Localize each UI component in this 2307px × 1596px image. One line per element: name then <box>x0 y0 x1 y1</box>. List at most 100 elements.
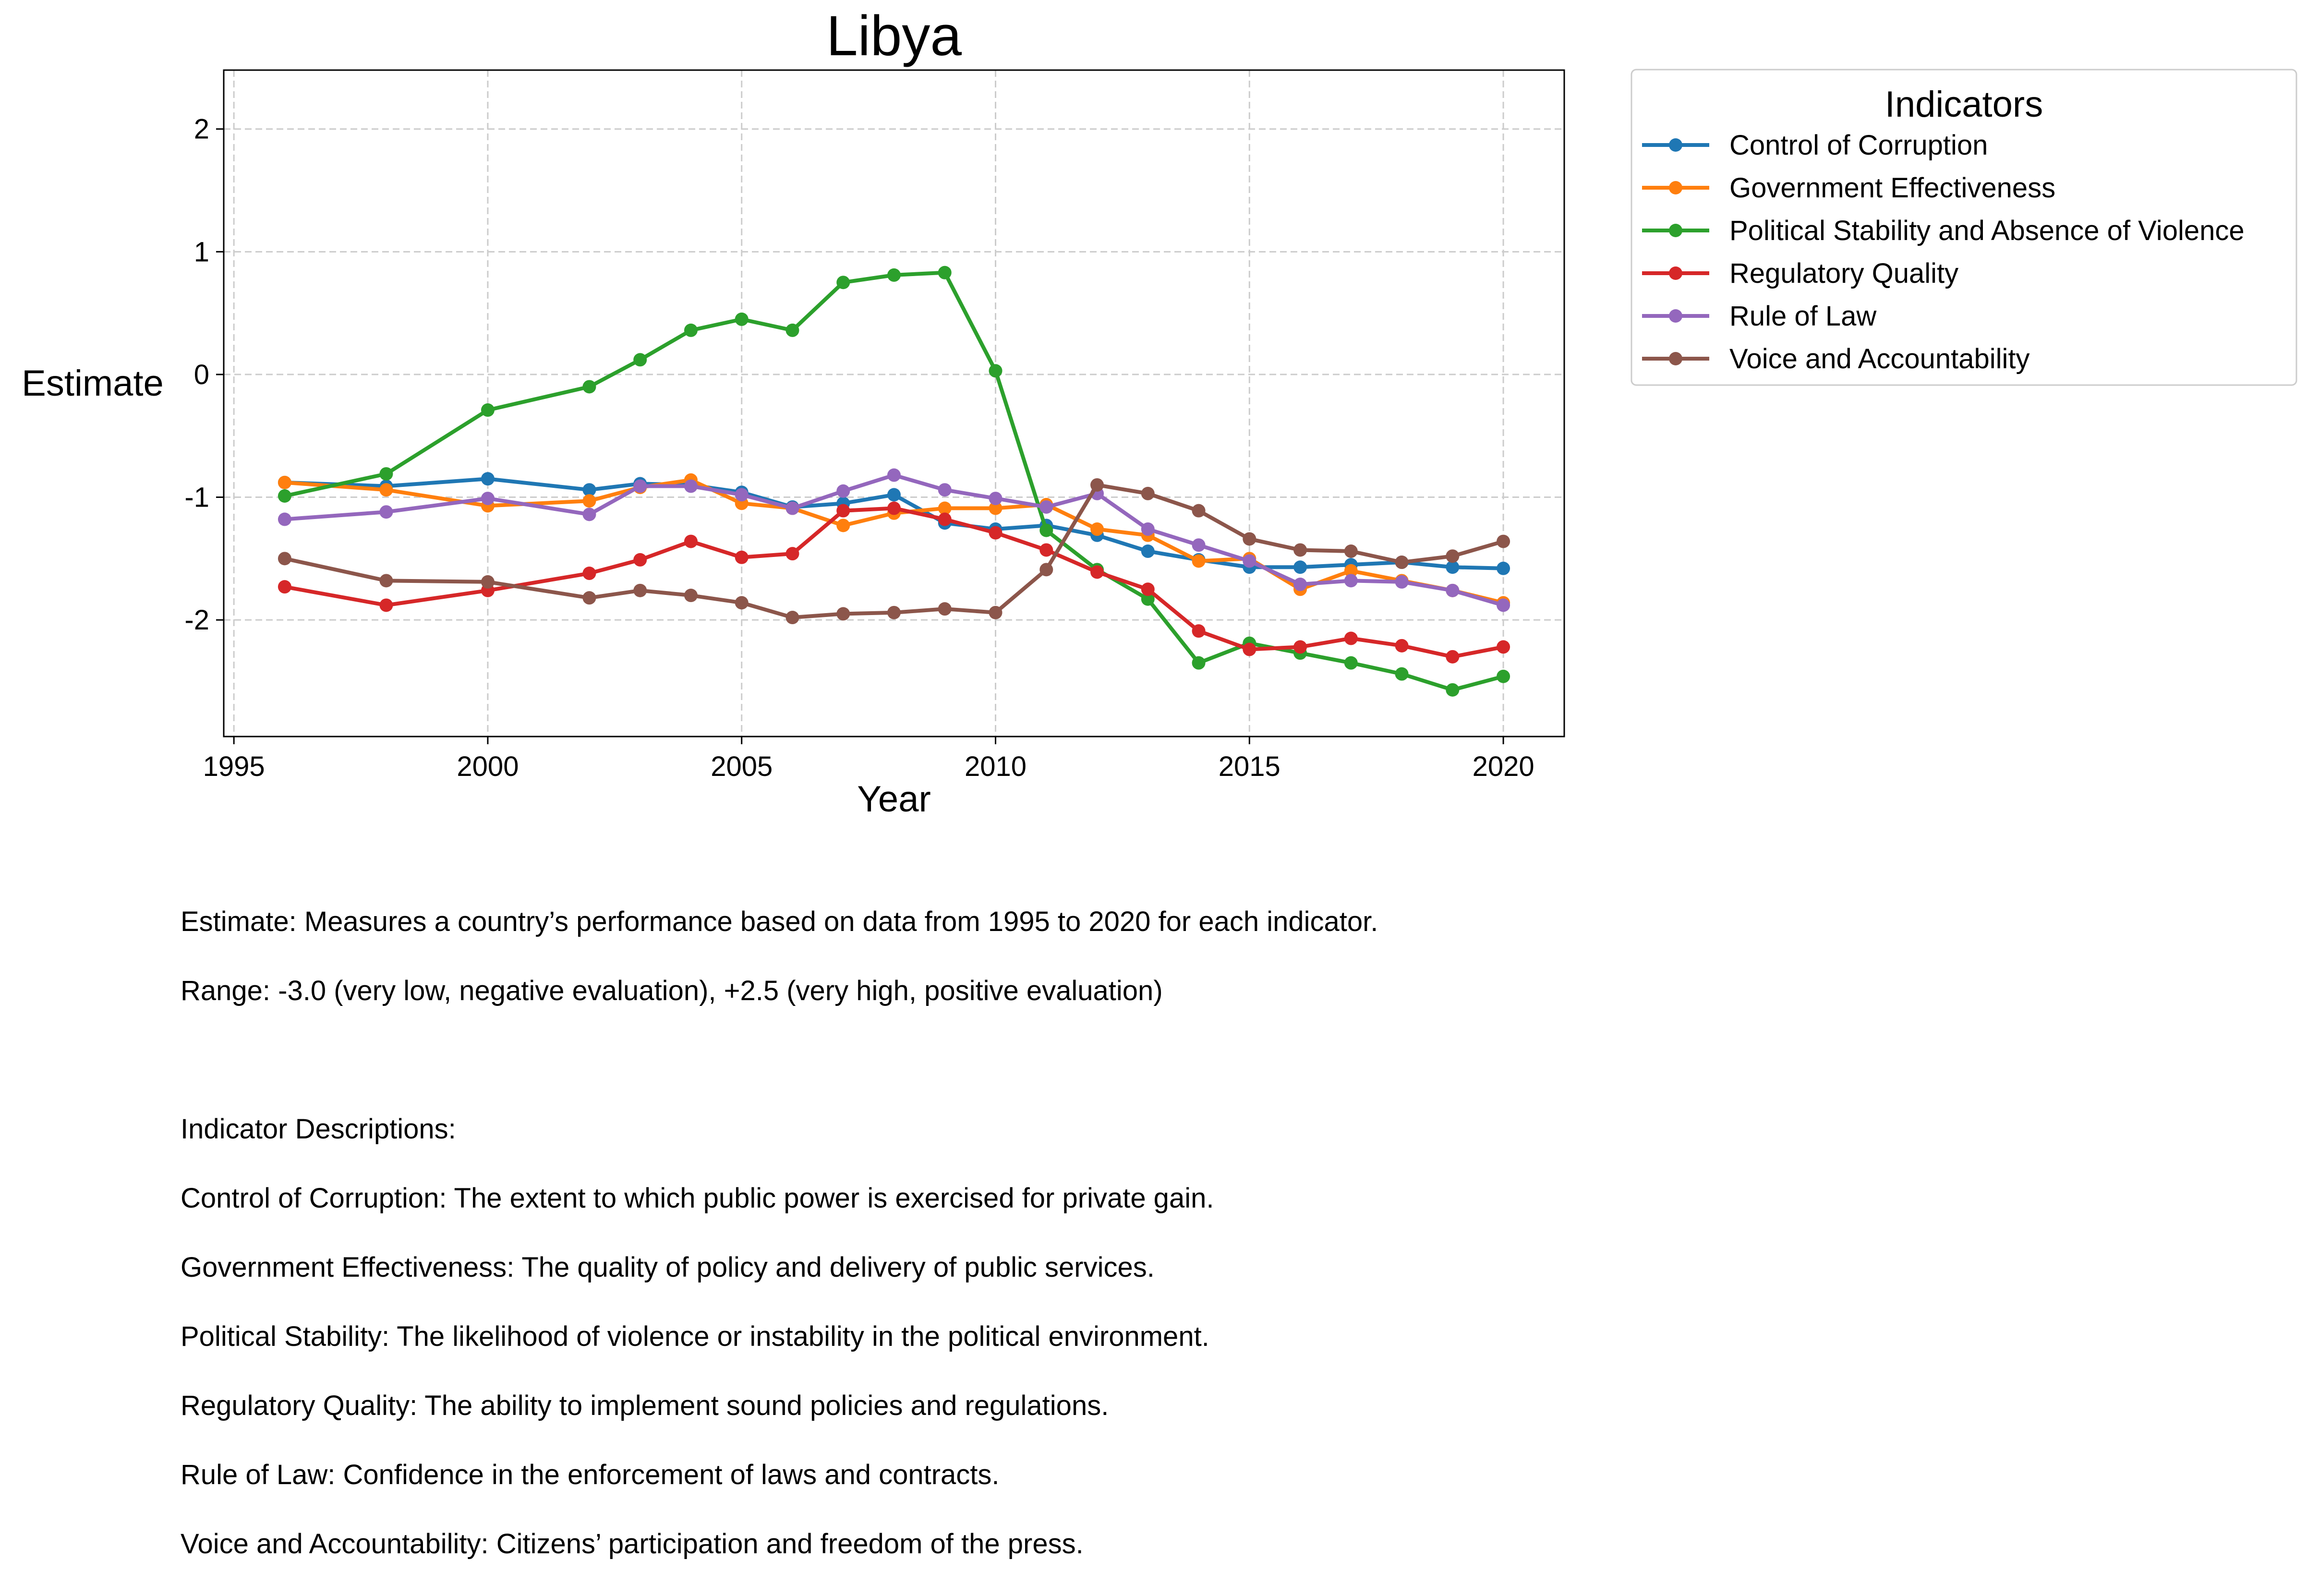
legend-frame <box>1631 69 2297 386</box>
plot-area-frame <box>223 69 1565 738</box>
series-control-of-corruption <box>278 472 1510 575</box>
legend-item-voice-and-accountability: Voice and Accountability <box>1642 343 2030 375</box>
desc-control-of-corruption: Control of Corruption: The extent to whi… <box>181 1183 1214 1214</box>
y-tick-label: -1 <box>184 482 209 513</box>
data-point <box>278 512 291 526</box>
data-point <box>1192 538 1206 552</box>
data-point <box>1141 486 1155 500</box>
data-point <box>1497 598 1510 612</box>
data-point <box>278 552 291 566</box>
data-point <box>938 483 952 497</box>
data-point <box>1344 656 1358 670</box>
data-point <box>887 605 901 619</box>
data-point <box>989 501 1003 515</box>
legend-swatch-marker <box>1669 309 1682 323</box>
data-point <box>633 583 647 597</box>
data-point <box>684 589 698 603</box>
data-point <box>1446 583 1460 597</box>
data-point <box>684 479 698 493</box>
data-point <box>1090 478 1104 492</box>
line-chart: 1995 2000 2005 2010 2015 2020 2 1 0 -1 -2 Libya Ye… <box>22 4 2297 820</box>
series-rule-of-law <box>278 468 1510 612</box>
series-line <box>284 473 1504 607</box>
data-point <box>836 504 850 518</box>
data-point <box>785 547 799 561</box>
data-point <box>481 472 495 486</box>
y-axis-label: Estimate <box>22 363 164 404</box>
data-point <box>1141 592 1155 606</box>
series-line <box>284 483 1504 620</box>
data-point <box>278 475 291 489</box>
data-point <box>1243 642 1256 656</box>
grid-lines <box>224 70 1564 737</box>
data-point <box>1344 544 1358 558</box>
data-point <box>379 505 393 519</box>
data-point <box>836 484 850 498</box>
data-point <box>379 483 393 497</box>
legend-label: Government Effectiveness <box>1729 172 2055 204</box>
x-tick-label: 2005 <box>711 751 773 782</box>
x-tick-label: 2010 <box>965 751 1027 782</box>
legend-label: Regulatory Quality <box>1729 258 1958 289</box>
footnote-spacer <box>181 1043 2245 1077</box>
data-point <box>278 489 291 503</box>
data-point <box>1293 560 1307 574</box>
data-point <box>1141 544 1155 558</box>
data-point <box>379 467 393 481</box>
series-voice-and-accountability <box>278 478 1510 625</box>
data-point <box>989 526 1003 540</box>
legend-item-control-of-corruption: Control of Corruption <box>1642 130 1988 161</box>
x-tick-label: 2015 <box>1219 751 1280 782</box>
data-point <box>836 519 850 532</box>
data-point <box>1395 639 1409 653</box>
data-point <box>278 580 291 594</box>
data-point <box>582 380 596 394</box>
series-layer <box>278 266 1510 697</box>
data-point <box>836 607 850 621</box>
chart-title: Libya <box>826 4 962 68</box>
legend-item-regulatory-quality: Regulatory Quality <box>1642 258 1958 289</box>
range-note: Range: -3.0 (very low, negative evaluati… <box>181 975 1163 1006</box>
legend-swatch-marker <box>1669 224 1682 237</box>
legend-swatch-marker <box>1669 352 1682 365</box>
series-political-stability-and-absence-of-violence <box>278 266 1510 697</box>
desc-government-effectiveness: Government Effectiveness: The quality of… <box>181 1252 1155 1283</box>
y-tick-label: 1 <box>194 236 209 267</box>
data-point <box>785 323 799 337</box>
data-point <box>735 488 749 502</box>
data-point <box>1446 683 1460 697</box>
desc-regulatory-quality: Regulatory Quality: The ability to imple… <box>181 1390 1109 1421</box>
data-point <box>1141 522 1155 536</box>
legend: Indicators Control of Corruption Governme… <box>1631 69 2297 386</box>
data-point <box>481 492 495 506</box>
data-point <box>887 468 901 482</box>
data-point <box>1192 554 1206 568</box>
data-point <box>684 534 698 548</box>
legend-swatch-marker <box>1669 181 1682 194</box>
data-point <box>938 512 952 526</box>
x-tick-label: 1995 <box>203 751 265 782</box>
data-point <box>1446 560 1460 574</box>
data-point <box>735 550 749 564</box>
data-point <box>989 605 1003 619</box>
series-line <box>284 506 1504 659</box>
y-tick-label: 0 <box>194 359 209 390</box>
data-point <box>836 276 850 290</box>
data-point <box>379 598 393 612</box>
desc-voice-and-accountability: Voice and Accountability: Citizens’ part… <box>181 1528 1084 1560</box>
data-point <box>1090 522 1104 536</box>
data-point <box>1395 575 1409 589</box>
legend-label: Voice and Accountability <box>1729 343 2030 375</box>
data-point <box>735 596 749 610</box>
legend-label: Control of Corruption <box>1729 130 1988 161</box>
data-point <box>1395 667 1409 681</box>
data-point <box>1293 578 1307 592</box>
y-tick-label: 2 <box>194 114 209 145</box>
legend-swatch-marker <box>1669 266 1682 280</box>
legend-swatch-marker <box>1669 138 1682 152</box>
data-point <box>1141 582 1155 596</box>
desc-political-stability: Political Stability: The likelihood of v… <box>181 1321 1209 1352</box>
data-point <box>633 353 647 367</box>
data-point <box>1243 554 1256 568</box>
data-point <box>1293 640 1307 654</box>
